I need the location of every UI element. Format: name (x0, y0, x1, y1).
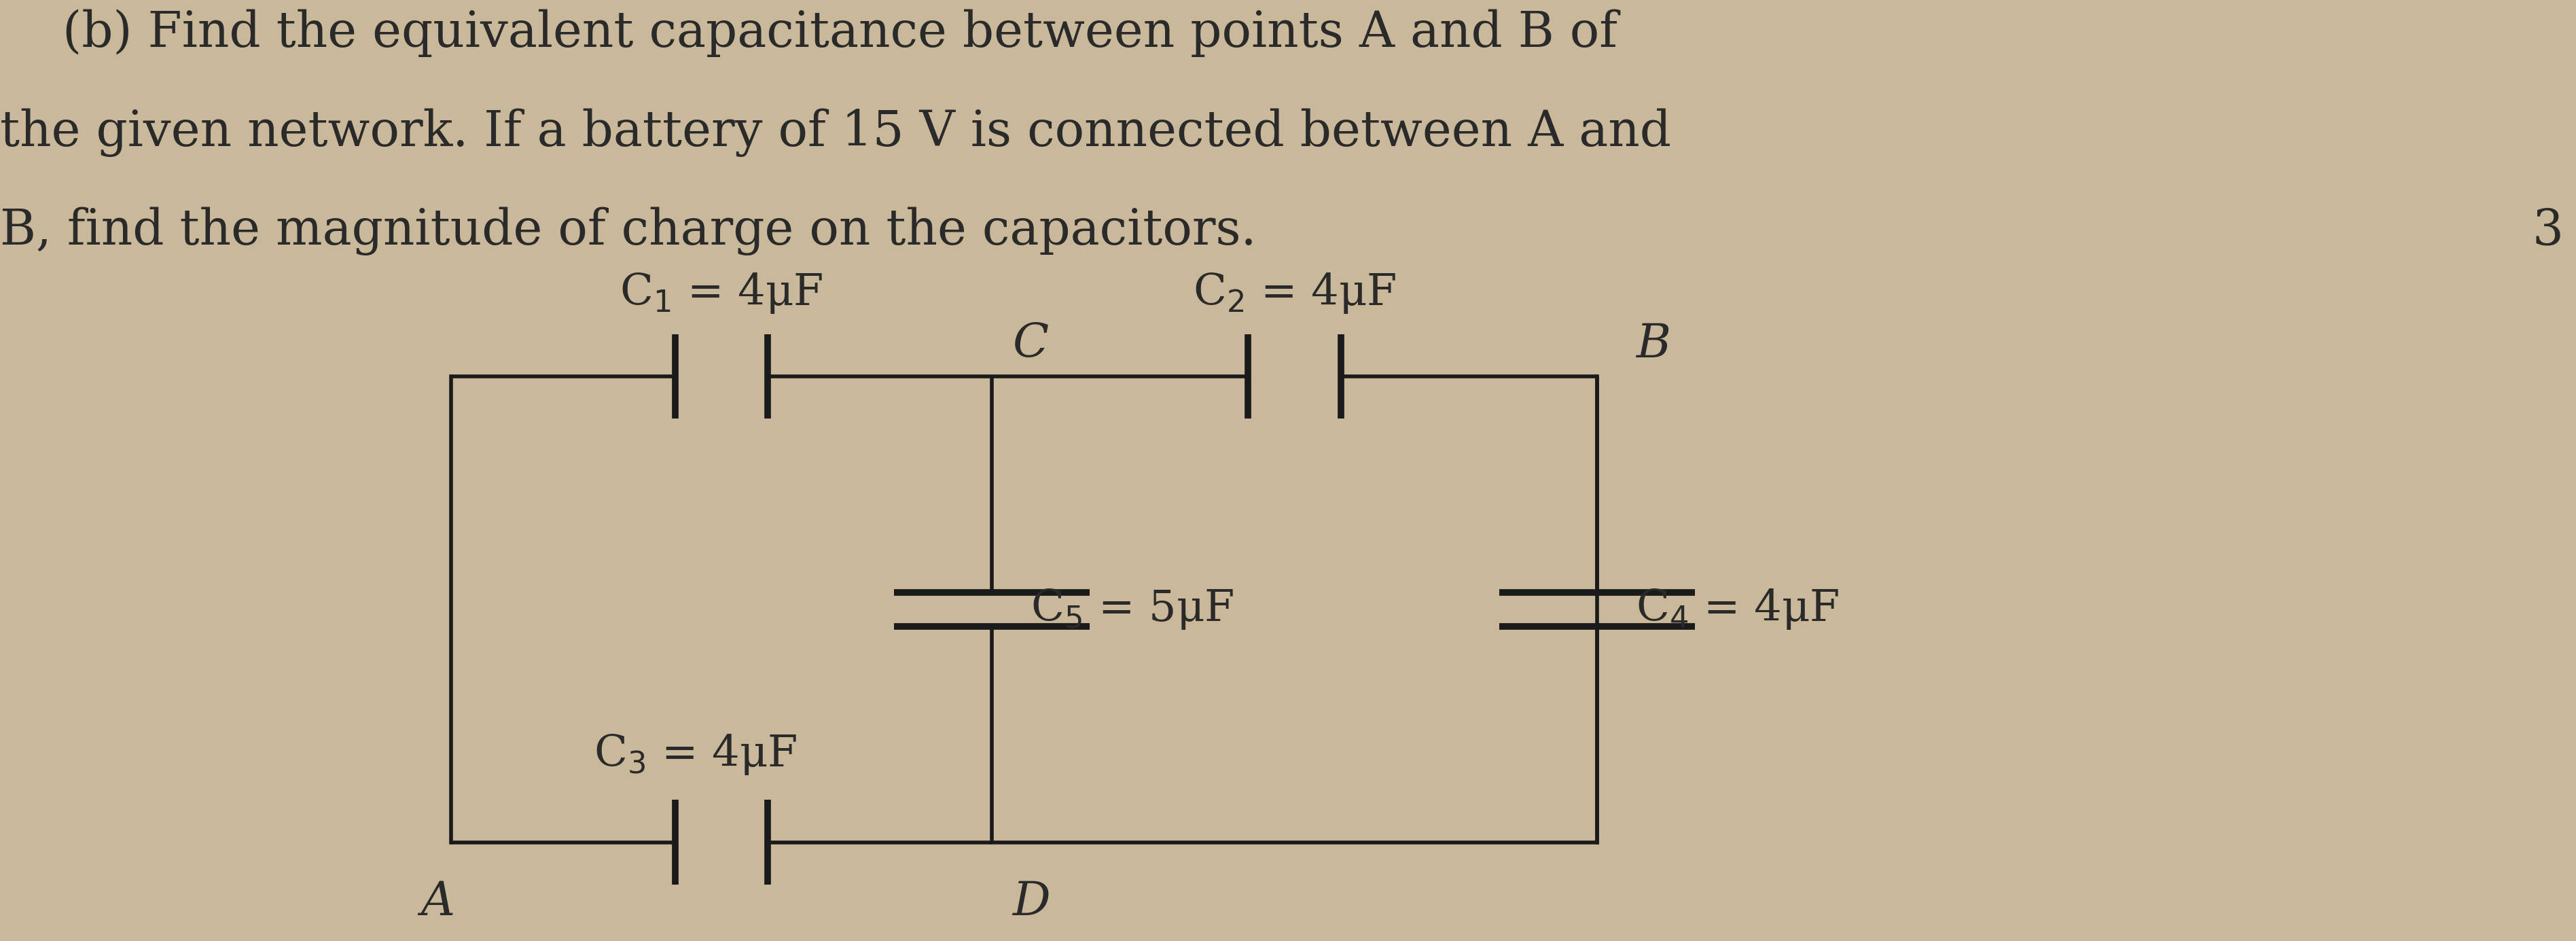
Text: C$_1$ = 4μF: C$_1$ = 4μF (618, 271, 824, 315)
Text: B, find the magnitude of charge on the capacitors.: B, find the magnitude of charge on the c… (0, 207, 1257, 256)
Text: 3: 3 (2532, 207, 2563, 255)
Text: C$_2$ = 4μF: C$_2$ = 4μF (1193, 271, 1396, 315)
Text: A: A (420, 880, 456, 925)
Text: C$_4$ = 4μF: C$_4$ = 4μF (1636, 587, 1839, 631)
Text: D: D (1012, 880, 1051, 925)
Text: B: B (1636, 322, 1669, 367)
Text: C: C (1012, 322, 1048, 367)
Text: the given network. If a battery of 15 V is connected between A and: the given network. If a battery of 15 V … (0, 108, 1672, 157)
Text: C$_3$ = 4μF: C$_3$ = 4μF (592, 732, 799, 776)
Text: (b) Find the equivalent capacitance between points A and B of: (b) Find the equivalent capacitance betw… (0, 9, 1618, 57)
Text: C$_5$ = 5μF: C$_5$ = 5μF (1030, 587, 1234, 631)
